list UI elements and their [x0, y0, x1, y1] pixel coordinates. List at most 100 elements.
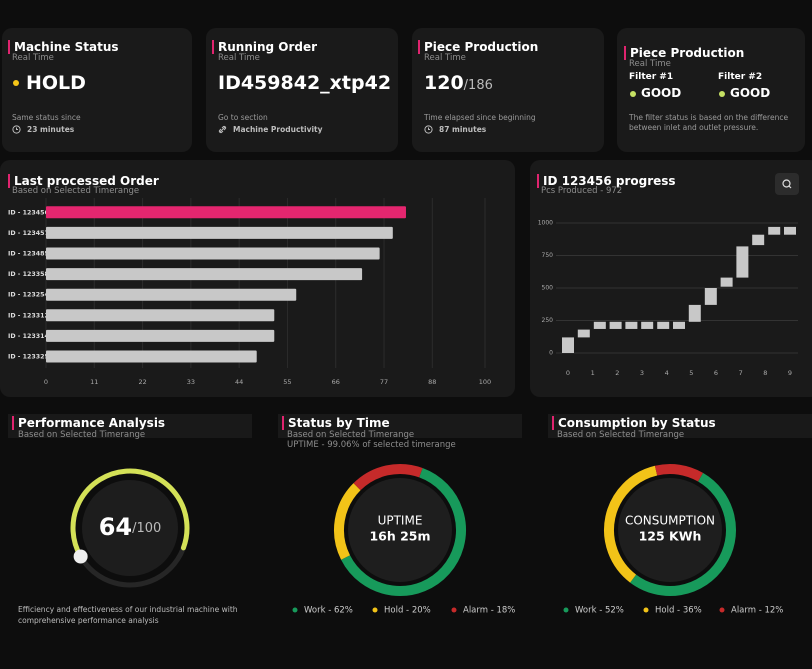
chart-subtitle: Based on Selected Timerange: [18, 430, 146, 440]
production-count: 120/186: [424, 72, 493, 94]
donut-segment: [334, 483, 361, 560]
bar: [46, 247, 380, 260]
legend-dot: [451, 607, 457, 613]
card-title: Piece Production: [418, 40, 538, 54]
bar: [46, 350, 257, 363]
y-tick-label: ID - 123325: [8, 354, 49, 361]
card: [412, 28, 604, 152]
box: [593, 321, 606, 329]
x-tick-label: 0: [44, 378, 48, 386]
center-label: CONSUMPTION: [625, 514, 715, 528]
header-strip: [8, 414, 252, 438]
legend-dot: [719, 607, 725, 613]
y-tick-label: ID - 123254: [8, 292, 49, 299]
x-tick-label: 88: [428, 378, 436, 386]
status-dot: [719, 91, 725, 97]
x-tick-label: 6: [714, 369, 718, 377]
bar: [46, 288, 297, 301]
card: [530, 160, 812, 397]
detail: 23 minutes: [27, 125, 75, 134]
box: [720, 277, 733, 287]
bar: [46, 329, 275, 342]
legend-dot: [643, 607, 649, 613]
y-tick-label: ID - 123485: [8, 251, 49, 258]
x-tick-label: 7: [739, 369, 743, 377]
filter-status: GOOD: [730, 86, 771, 100]
center-label: UPTIME: [378, 514, 423, 528]
gauge-knob: [73, 549, 88, 564]
bar: [46, 309, 275, 322]
link[interactable]: Machine Productivity: [233, 125, 323, 134]
produced: 120: [424, 72, 464, 94]
status-dot: [630, 91, 636, 97]
gauge-value: 64/100: [99, 513, 162, 541]
chart-subtitle: Pcs Produced - 972: [541, 186, 623, 196]
x-tick-label: 55: [283, 378, 291, 386]
filter-name: Filter #1: [629, 72, 674, 82]
donut-segment: [654, 464, 703, 482]
box: [784, 226, 796, 235]
x-tick-label: 66: [332, 378, 340, 386]
x-tick-label: 33: [187, 378, 195, 386]
x-tick-label: 5: [689, 369, 693, 377]
y-tick-label: 1000: [538, 220, 553, 227]
donut-segment: [604, 465, 658, 583]
donut-segment: [353, 464, 423, 491]
legend-label: Work - 62%: [304, 606, 353, 616]
bar: [46, 226, 393, 239]
x-tick-label: 3: [640, 369, 644, 377]
chart-subtitle: Based on Selected Timerange: [557, 430, 685, 440]
y-tick-label: ID - 123358: [8, 271, 49, 278]
box: [704, 288, 717, 305]
box: [625, 321, 638, 329]
card-title: Running Order: [212, 40, 317, 54]
header-strip: [278, 414, 522, 438]
y-tick-label: ID - 123312: [8, 312, 49, 319]
x-tick-label: 2: [615, 369, 619, 377]
filter-name: Filter #2: [718, 72, 763, 82]
clock-icon: [424, 125, 433, 134]
legend-label: Hold - 36%: [655, 606, 702, 616]
value: 64: [99, 513, 132, 541]
search-icon: [782, 179, 792, 189]
bar: [46, 206, 406, 219]
card[interactable]: [206, 28, 398, 152]
x-tick-label: 22: [138, 378, 146, 386]
box: [641, 321, 654, 329]
y-tick-label: ID - 123456: [8, 209, 49, 216]
search-button[interactable]: [775, 173, 799, 195]
chart-title: Consumption by Status: [552, 416, 716, 430]
x-tick-label: 8: [763, 369, 767, 377]
box: [657, 321, 670, 329]
y-tick-label: 0: [549, 350, 553, 357]
chart-title: Status by Time: [282, 416, 390, 430]
box: [736, 246, 749, 278]
donut-face: [348, 478, 452, 582]
x-tick-label: 9: [788, 369, 792, 377]
order-id: ID459842_xtp42: [218, 72, 392, 94]
chart-subtitle: UPTIME - 99.06% of selected timerange: [287, 440, 456, 450]
y-tick-label: 500: [542, 285, 554, 292]
filter-status: GOOD: [641, 86, 682, 100]
card: [617, 28, 805, 152]
y-tick-label: 750: [542, 252, 554, 259]
header-strip: [548, 414, 812, 438]
center-value: 125 KWh: [639, 529, 702, 544]
card-subtitle: Real Time: [629, 59, 671, 69]
legend-dot: [563, 607, 569, 613]
chart-title: Performance Analysis: [12, 416, 165, 430]
status-dot: [13, 80, 19, 86]
x-tick-label: 1: [591, 369, 595, 377]
y-tick-label: 250: [542, 317, 554, 324]
x-tick-label: 100: [479, 378, 491, 386]
x-tick-label: 11: [90, 378, 98, 386]
card-title: Machine Status: [8, 40, 119, 54]
legend-dot: [292, 607, 298, 613]
box: [768, 226, 781, 235]
x-tick-label: 77: [380, 378, 388, 386]
y-tick-label: ID - 123457: [8, 230, 49, 237]
chart-title: ID 123456 progress: [537, 174, 676, 188]
note: Time elapsed since beginning: [424, 113, 536, 122]
box: [752, 234, 765, 246]
